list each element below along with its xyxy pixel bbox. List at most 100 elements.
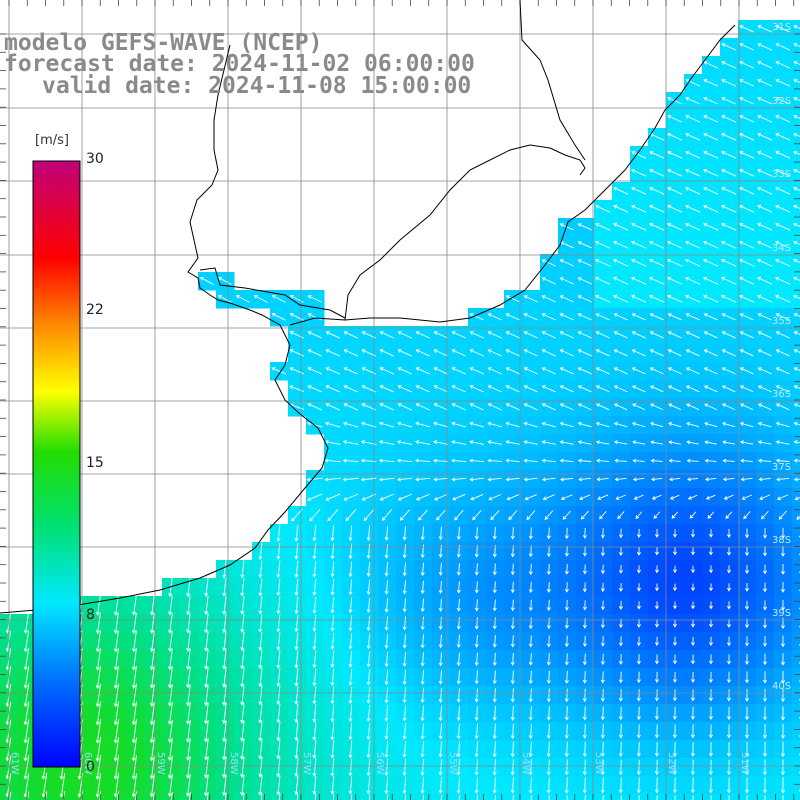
wind-arrow: [757, 240, 773, 249]
wind-arrow: [348, 740, 353, 759]
wind-arrow: [348, 615, 353, 632]
wind-arrow: [505, 421, 520, 428]
wind-arrow: [595, 403, 610, 411]
wind-arrow: [631, 186, 647, 195]
wind-arrow: [780, 564, 786, 575]
wind-arrow: [564, 759, 569, 776]
wind-arrow: [632, 403, 646, 411]
wind-arrow: [402, 705, 407, 722]
wind-arrow: [451, 458, 467, 463]
wind-arrow: [595, 222, 611, 231]
wind-arrow: [757, 115, 773, 123]
wind-arrow: [476, 794, 478, 800]
wind-arrow: [667, 222, 683, 231]
wind-arrow: [654, 671, 659, 683]
wind-arrow: [559, 277, 574, 285]
wind-arrow: [278, 793, 281, 800]
wind-arrow: [722, 477, 735, 482]
wind-arrow: [240, 685, 245, 706]
wind-arrow: [330, 579, 335, 596]
wind-arrow: [667, 258, 683, 267]
wind-arrow: [618, 741, 623, 757]
wind-cell: [792, 326, 800, 345]
wind-arrow: [600, 759, 605, 776]
wind-arrow: [541, 367, 556, 375]
wind-arrow: [474, 777, 479, 794]
wind-arrow: [757, 403, 772, 411]
wind-arrow: [721, 313, 736, 321]
wind-arrow: [523, 403, 538, 411]
lat-label: 31S: [772, 22, 791, 33]
wind-cell: [792, 686, 800, 705]
wind-arrow: [762, 724, 768, 739]
wind-arrow: [348, 668, 353, 686]
wind-arrow: [703, 258, 719, 267]
wind-arrow: [23, 630, 30, 653]
wind-arrow: [312, 579, 317, 596]
wind-arrow: [505, 313, 520, 321]
wind-arrow: [775, 331, 790, 339]
wind-arrow: [415, 349, 430, 357]
wind-arrow: [793, 440, 800, 445]
wind-arrow: [564, 653, 569, 666]
wind-cell: [792, 614, 800, 633]
wind-arrow: [654, 759, 659, 776]
wind-cell: [54, 794, 73, 800]
wind-arrow: [780, 582, 786, 593]
wind-arrow: [630, 294, 647, 303]
wind-arrow: [780, 617, 786, 630]
wind-arrow: [469, 331, 484, 339]
wind-arrow: [235, 294, 250, 303]
lat-label: 35S: [772, 316, 791, 327]
wind-cell: [792, 794, 800, 800]
wind-arrow: [469, 477, 484, 482]
wind-arrow: [399, 509, 410, 521]
wind-arrow: [488, 494, 502, 501]
wind-arrow: [649, 204, 665, 213]
wind-arrow: [740, 403, 754, 411]
wind-arrow: [307, 349, 322, 357]
wind-arrow: [654, 619, 659, 628]
wind-arrow: [686, 440, 699, 445]
wind-arrow: [739, 43, 755, 51]
wind-arrow: [744, 689, 749, 702]
wind-arrow: [721, 331, 736, 339]
wind-arrow: [703, 222, 719, 231]
wind-arrow: [564, 670, 569, 684]
wind-arrow: [635, 511, 643, 520]
wind-arrow: [721, 421, 736, 428]
wind-arrow: [113, 719, 120, 744]
wind-arrow: [276, 739, 281, 760]
wind-arrow: [759, 494, 771, 501]
wind-arrow: [722, 458, 735, 463]
wind-arrow: [546, 545, 551, 558]
wind-arrow: [306, 477, 323, 482]
wind-arrow: [415, 385, 430, 393]
wind-arrow: [654, 742, 659, 757]
wind-arrow: [559, 241, 574, 249]
wind-arrow: [762, 741, 768, 758]
wind-arrow: [613, 367, 628, 375]
wind-arrow: [595, 240, 611, 249]
wind-arrow: [636, 547, 641, 556]
wind-arrow: [600, 688, 605, 702]
wind-arrow: [361, 403, 376, 411]
wind-arrow: [330, 776, 335, 795]
wind-arrow: [671, 511, 679, 519]
wind-arrow: [672, 654, 677, 665]
wind-arrow: [633, 494, 644, 500]
wind-arrow: [523, 421, 538, 428]
wind-arrow: [775, 79, 791, 87]
wind-arrow: [631, 204, 647, 213]
wind-arrow: [650, 477, 663, 482]
wind-arrow: [397, 349, 412, 357]
wind-arrow: [577, 440, 592, 445]
wind-cell: [162, 794, 181, 800]
wind-arrow: [726, 583, 732, 592]
wind-arrow: [384, 526, 389, 541]
wind-arrow: [744, 777, 749, 794]
lon-label: 59W: [155, 752, 166, 775]
wind-arrow: [726, 689, 731, 702]
wind-arrow: [528, 741, 533, 758]
wind-arrow: [343, 367, 358, 375]
